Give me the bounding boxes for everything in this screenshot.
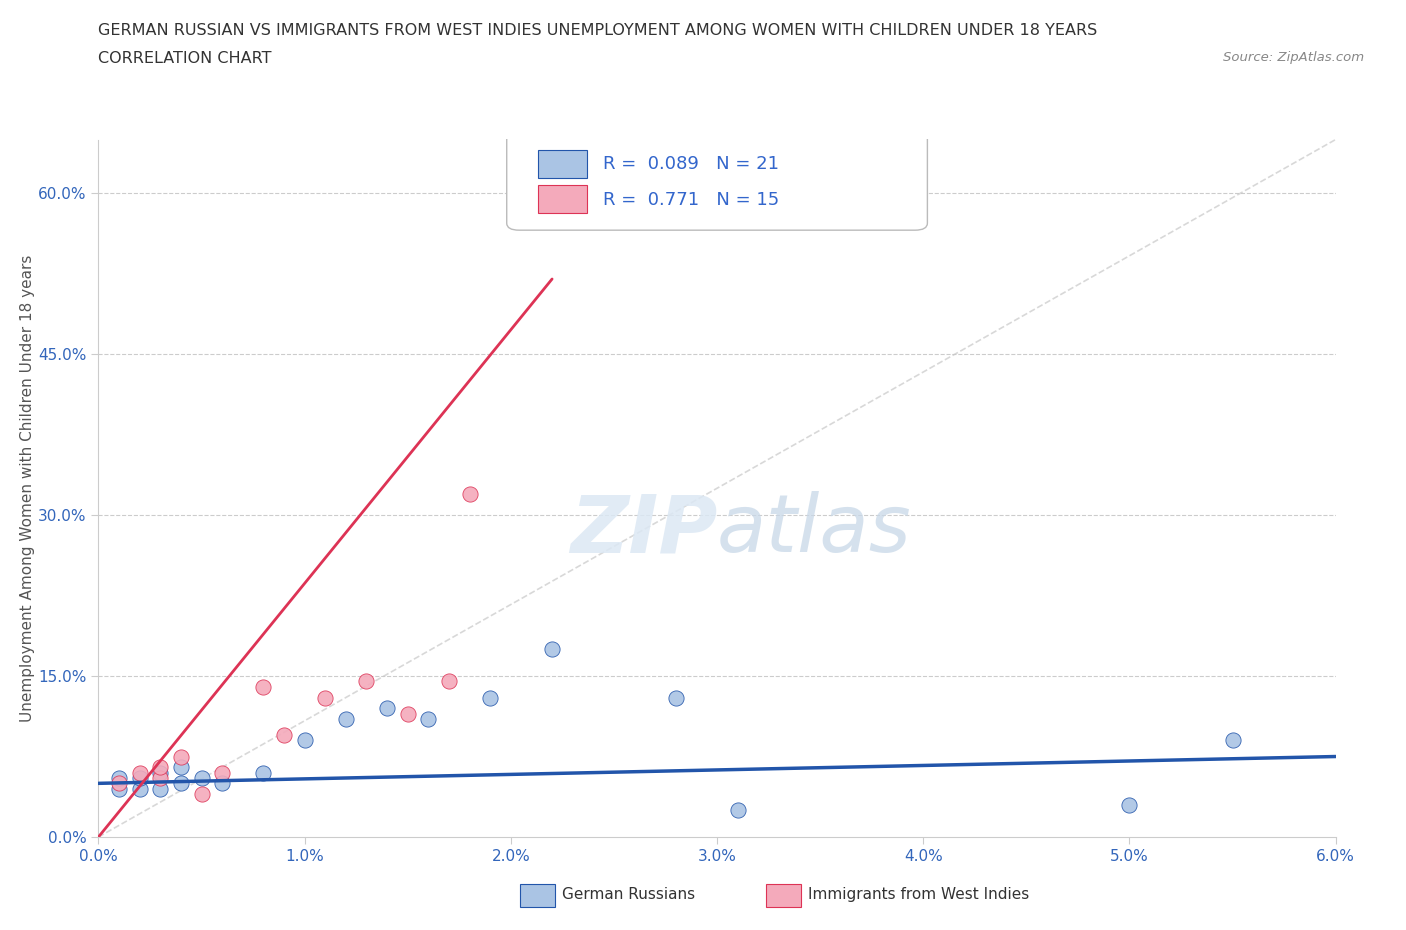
Point — [665, 690, 688, 705]
Point — [149, 771, 172, 786]
Text: R =  0.089   N = 21: R = 0.089 N = 21 — [603, 155, 779, 173]
Point — [190, 787, 212, 802]
Point — [149, 760, 172, 775]
Text: German Russians: German Russians — [562, 887, 696, 902]
Point — [170, 749, 193, 764]
Point — [870, 207, 893, 222]
Point — [128, 781, 150, 796]
Point — [108, 776, 131, 790]
Point — [128, 771, 150, 786]
FancyBboxPatch shape — [537, 185, 588, 213]
Point — [479, 690, 502, 705]
Point — [541, 642, 564, 657]
Text: CORRELATION CHART: CORRELATION CHART — [98, 51, 271, 66]
Point — [211, 776, 233, 790]
FancyBboxPatch shape — [506, 133, 928, 231]
FancyBboxPatch shape — [537, 150, 588, 178]
Point — [1222, 733, 1244, 748]
Point — [170, 760, 193, 775]
Point — [170, 776, 193, 790]
Point — [108, 771, 131, 786]
Point — [356, 674, 378, 689]
Point — [273, 727, 295, 742]
Point — [211, 765, 233, 780]
Point — [128, 765, 150, 780]
Point — [375, 701, 398, 716]
Point — [252, 765, 274, 780]
Point — [314, 690, 336, 705]
Point — [727, 803, 749, 817]
Point — [437, 674, 460, 689]
Text: Source: ZipAtlas.com: Source: ZipAtlas.com — [1223, 51, 1364, 64]
Point — [294, 733, 316, 748]
Point — [252, 679, 274, 694]
Point — [149, 765, 172, 780]
Text: Immigrants from West Indies: Immigrants from West Indies — [808, 887, 1029, 902]
Point — [1118, 797, 1140, 812]
Point — [335, 711, 357, 726]
Text: GERMAN RUSSIAN VS IMMIGRANTS FROM WEST INDIES UNEMPLOYMENT AMONG WOMEN WITH CHIL: GERMAN RUSSIAN VS IMMIGRANTS FROM WEST I… — [98, 23, 1098, 38]
Y-axis label: Unemployment Among Women with Children Under 18 years: Unemployment Among Women with Children U… — [20, 255, 35, 722]
Point — [396, 706, 419, 721]
Point — [108, 781, 131, 796]
Point — [458, 486, 481, 501]
Text: ZIP: ZIP — [569, 491, 717, 569]
Point — [418, 711, 440, 726]
Point — [149, 781, 172, 796]
Text: atlas: atlas — [717, 491, 912, 569]
Text: R =  0.771   N = 15: R = 0.771 N = 15 — [603, 192, 779, 209]
Point — [190, 771, 212, 786]
